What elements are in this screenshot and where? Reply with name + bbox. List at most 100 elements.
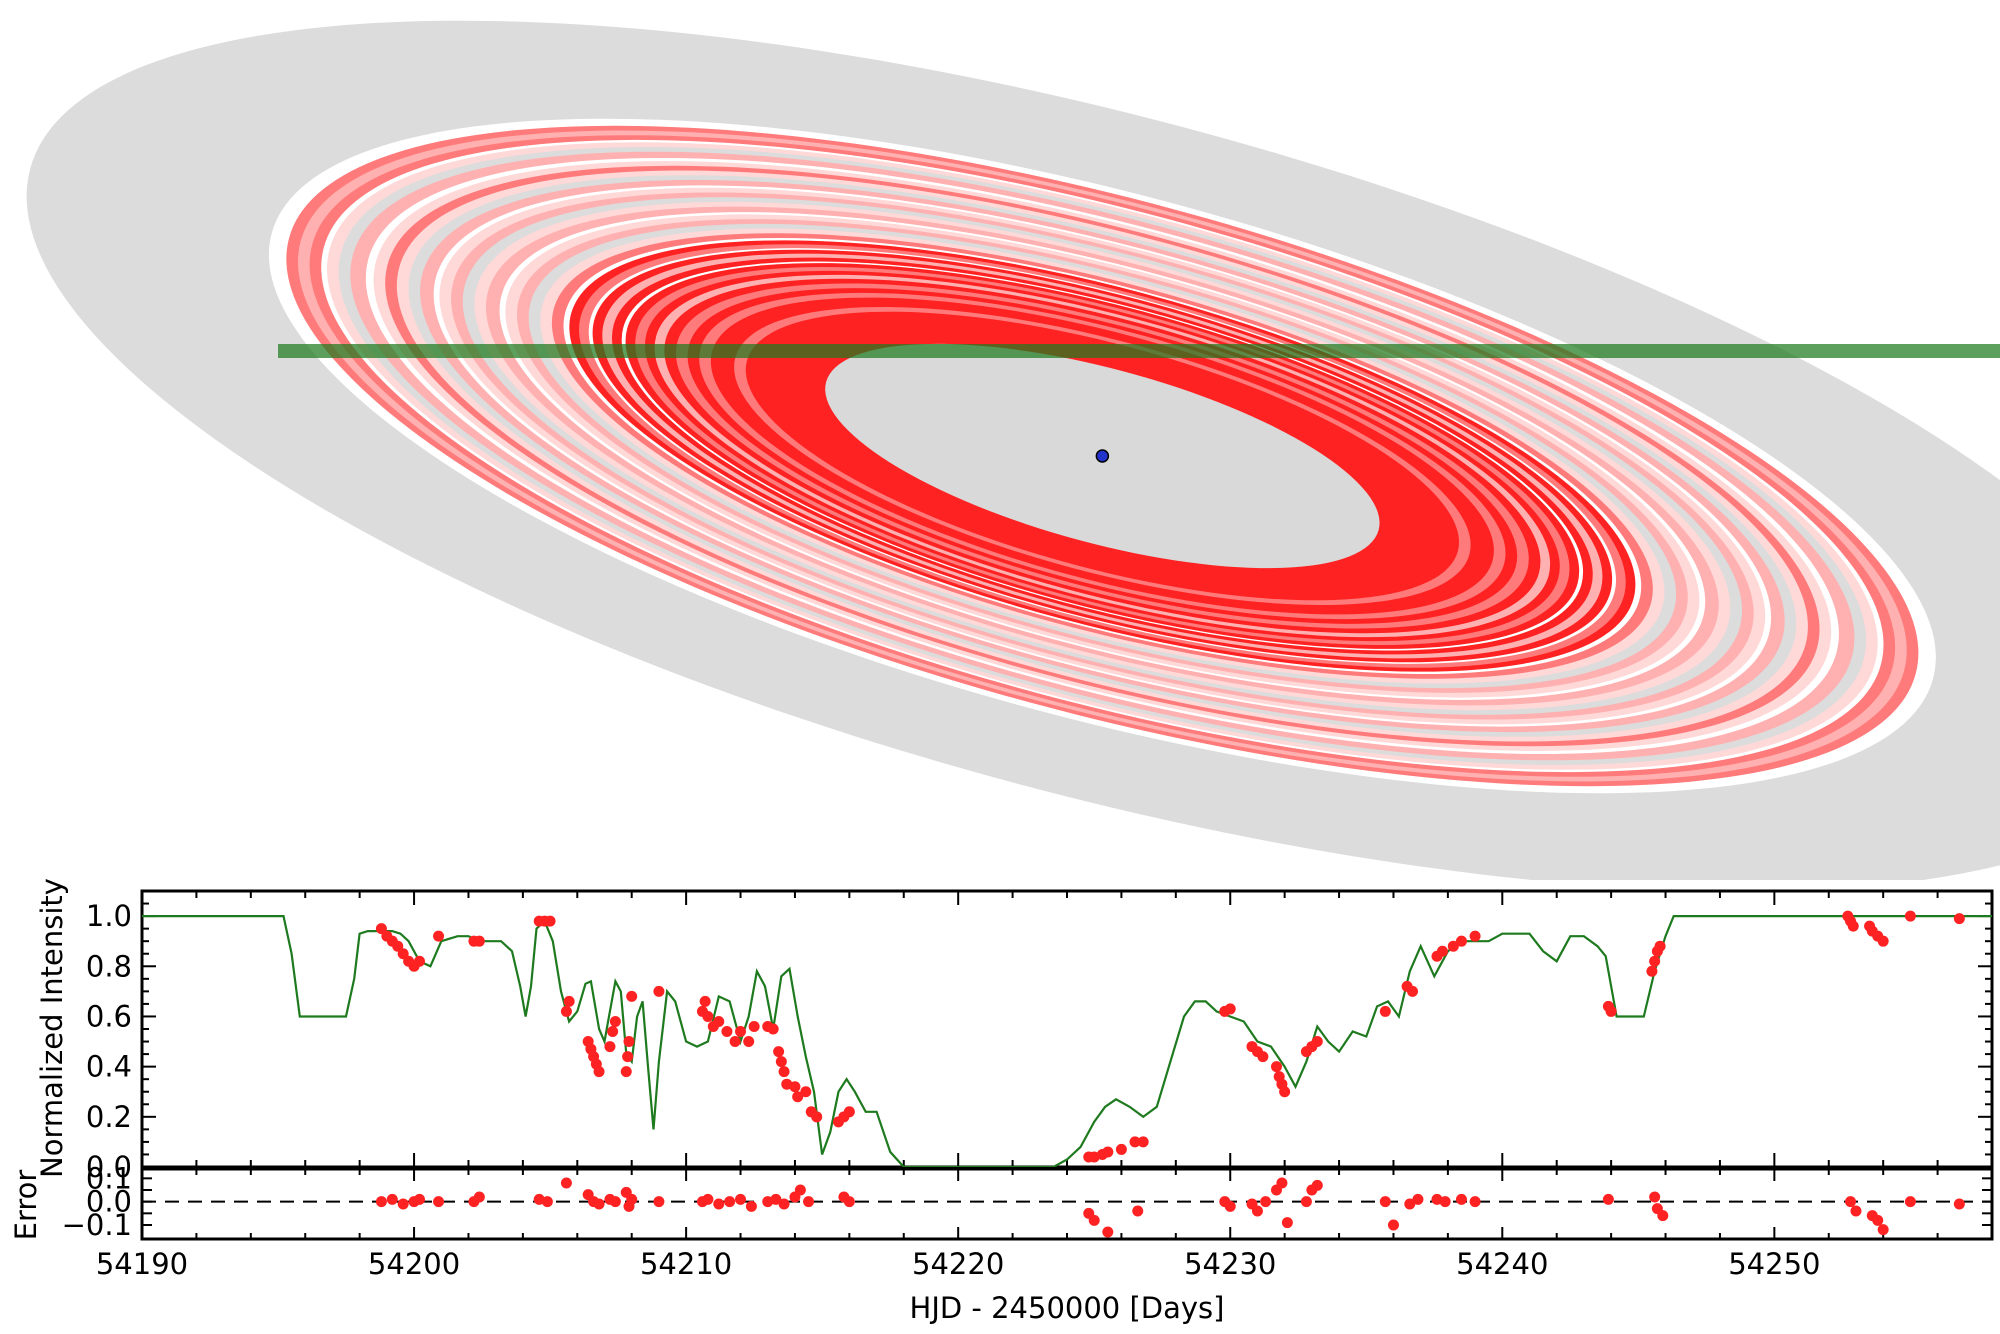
observation-point bbox=[702, 1010, 714, 1022]
observation-point bbox=[1270, 1061, 1282, 1073]
observation-point bbox=[653, 985, 665, 997]
residuals-frame bbox=[140, 1167, 1994, 1241]
observation-point bbox=[800, 1086, 812, 1098]
residual-point bbox=[609, 1196, 621, 1208]
residual-point bbox=[626, 1193, 638, 1205]
residual-point bbox=[843, 1196, 855, 1208]
x-tick-label: 54250 bbox=[1728, 1247, 1820, 1281]
residual-point bbox=[702, 1193, 714, 1205]
observation-point bbox=[811, 1111, 823, 1123]
residual-point bbox=[397, 1198, 409, 1210]
residual-point bbox=[1300, 1196, 1312, 1208]
residual-y-tick-label: 0.0 bbox=[86, 1185, 132, 1219]
y-tick-label: 0.0 bbox=[86, 1150, 132, 1184]
observation-point bbox=[1904, 910, 1916, 922]
observation-point bbox=[1436, 945, 1448, 957]
residual-point bbox=[1439, 1196, 1451, 1208]
observation-point bbox=[609, 1015, 621, 1027]
observation-point bbox=[773, 1046, 785, 1058]
residuals-plot-area bbox=[142, 1177, 1992, 1238]
star-marker bbox=[1095, 449, 1110, 463]
observation-point bbox=[620, 1066, 632, 1078]
light-curve-frame bbox=[140, 889, 1994, 1169]
observation-point bbox=[622, 1051, 634, 1063]
y-tick-label: 0.2 bbox=[86, 1100, 132, 1134]
residual-point bbox=[803, 1196, 815, 1208]
residual-point bbox=[473, 1191, 485, 1203]
observation-point bbox=[699, 995, 711, 1007]
observation-point bbox=[1646, 965, 1658, 977]
observation-point bbox=[1102, 1146, 1114, 1158]
observation-point bbox=[1605, 1005, 1617, 1017]
observation-point bbox=[729, 1036, 741, 1048]
residual-point bbox=[1602, 1193, 1614, 1205]
observation-point bbox=[789, 1081, 801, 1093]
residual-point bbox=[770, 1193, 782, 1205]
light-curve-plot-area bbox=[142, 910, 1992, 1167]
observation-point bbox=[560, 1005, 572, 1017]
observation-point bbox=[1877, 935, 1889, 947]
observation-point bbox=[743, 1036, 755, 1048]
residual-point bbox=[794, 1184, 806, 1196]
y-tick-label: 0.8 bbox=[86, 949, 132, 983]
observation-point bbox=[604, 1041, 616, 1053]
observation-point bbox=[775, 1056, 787, 1068]
residual-point bbox=[1412, 1193, 1424, 1205]
residuals-tick-labels: 0.10.0−0.1 54190 54200 54210 54220 54230 54240… bbox=[62, 1161, 1821, 1281]
residual-point bbox=[1224, 1200, 1236, 1212]
residual-point bbox=[593, 1198, 605, 1210]
observation-point bbox=[607, 1026, 619, 1038]
light-curve-ticks bbox=[141, 890, 1993, 1168]
residual-point bbox=[375, 1196, 387, 1208]
observation-point bbox=[433, 930, 445, 942]
x-tick-label: 54230 bbox=[1184, 1247, 1276, 1281]
residual-point bbox=[1387, 1219, 1399, 1231]
observation-point bbox=[767, 1023, 779, 1035]
observation-point bbox=[473, 935, 485, 947]
residual-point bbox=[433, 1196, 445, 1208]
observation-point bbox=[1447, 940, 1459, 952]
x-axis-label: HJD - 2450000 [Days] bbox=[910, 1291, 1225, 1325]
residual-point bbox=[745, 1200, 757, 1212]
observation-point bbox=[1649, 955, 1661, 967]
residual-point bbox=[560, 1177, 572, 1189]
observation-point bbox=[792, 1091, 804, 1103]
residual-y-tick-label: −0.1 bbox=[62, 1208, 132, 1242]
residual-point bbox=[1102, 1226, 1114, 1238]
observation-point bbox=[748, 1020, 760, 1032]
residual-point bbox=[1379, 1196, 1391, 1208]
observation-point bbox=[1455, 935, 1467, 947]
observation-point bbox=[843, 1106, 855, 1118]
x-tick-label: 54200 bbox=[368, 1247, 460, 1281]
residual-point bbox=[735, 1193, 747, 1205]
observation-point bbox=[778, 1066, 790, 1078]
light-curve-tick-labels: 0.0 0.2 0.4 0.6 0.8 1.0 bbox=[86, 899, 132, 1184]
observation-point bbox=[1407, 985, 1419, 997]
residual-point bbox=[1455, 1193, 1467, 1205]
residual-point bbox=[1311, 1179, 1323, 1191]
x-tick-label: 54190 bbox=[96, 1247, 188, 1281]
observation-point bbox=[414, 955, 425, 967]
light-curve-panel: 0.0 0.2 0.4 0.6 0.8 1.0 Normalized Intensity bbox=[35, 878, 1994, 1184]
observation-point bbox=[626, 990, 638, 1002]
residual-point bbox=[1657, 1210, 1669, 1222]
x-tick-label: 54240 bbox=[1456, 1247, 1548, 1281]
observation-point bbox=[563, 995, 575, 1007]
model-light-curve bbox=[142, 915, 1992, 1167]
observation-point bbox=[1469, 930, 1481, 942]
observation-point bbox=[1257, 1051, 1269, 1063]
y-tick-label: 0.6 bbox=[86, 999, 132, 1033]
residual-point bbox=[1276, 1177, 1288, 1189]
residual-point bbox=[1132, 1205, 1144, 1217]
residuals-y-axis-label: Error bbox=[9, 1170, 43, 1241]
observation-point bbox=[1953, 913, 1965, 925]
observation-point bbox=[1137, 1136, 1149, 1148]
residual-point bbox=[1649, 1191, 1661, 1203]
observation-point bbox=[544, 915, 556, 927]
y-tick-label: 0.4 bbox=[86, 1050, 132, 1084]
y-tick-label: 1.0 bbox=[86, 899, 132, 933]
observation-point bbox=[735, 1026, 747, 1038]
observation-point bbox=[1115, 1143, 1127, 1155]
residual-point bbox=[724, 1196, 736, 1208]
trajectory-band bbox=[278, 344, 2000, 358]
